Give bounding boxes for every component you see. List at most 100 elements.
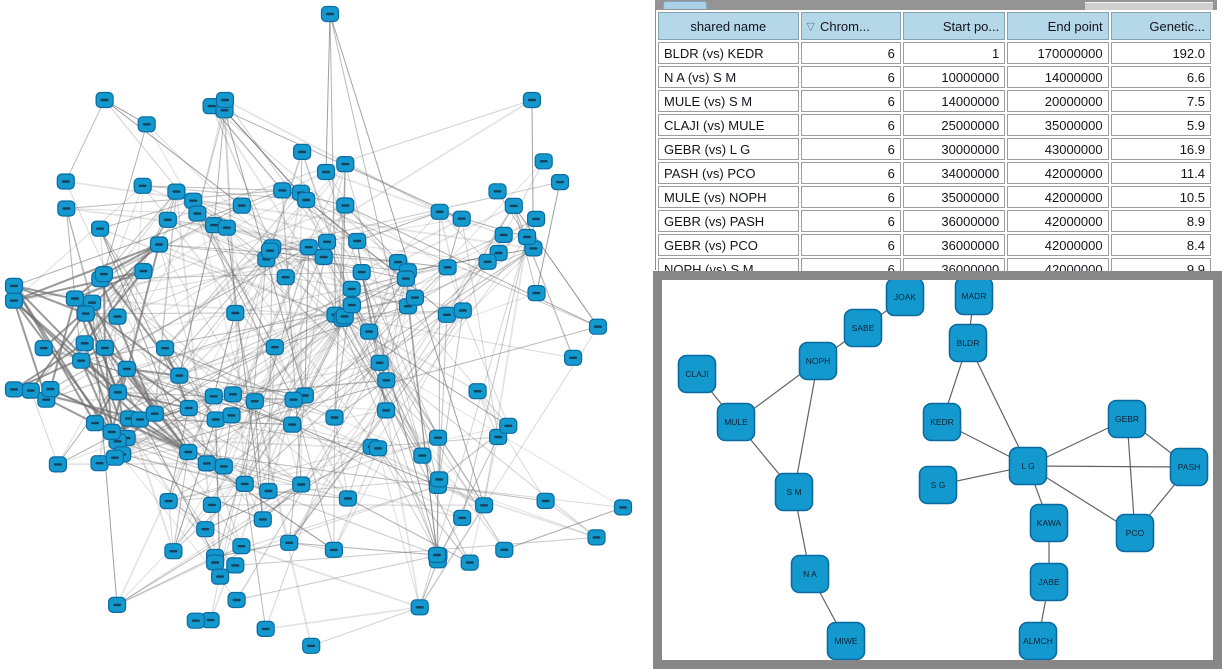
network-node[interactable] <box>342 280 361 297</box>
overview-network-panel[interactable] <box>0 0 652 669</box>
network-node[interactable] <box>4 381 24 398</box>
table-row[interactable]: MULE (vs) S M 6 14000000 20000000 7.5 <box>658 90 1211 112</box>
table-row[interactable]: BLDR (vs) KEDR 6 1 170000000 192.0 <box>658 42 1211 64</box>
network-node[interactable] <box>325 409 344 426</box>
table-cell-shared-name[interactable]: MULE (vs) NOPH <box>658 186 799 208</box>
network-node[interactable] <box>4 292 24 309</box>
table-cell-start-point[interactable]: 25000000 <box>902 114 1006 136</box>
network-edge[interactable] <box>967 342 1029 467</box>
network-node[interactable] <box>41 381 60 398</box>
network-node[interactable] <box>413 447 432 464</box>
network-node[interactable] <box>206 411 225 428</box>
network-node[interactable] <box>133 177 152 194</box>
network-node[interactable] <box>108 384 128 401</box>
network-node[interactable] <box>95 339 115 356</box>
network-node[interactable] <box>245 393 264 410</box>
subnetwork-panel[interactable]: JOAK SABE NOPH MADR BLDR CLAJI MULE KEDR GEBR L G… <box>653 271 1222 669</box>
network-node[interactable] <box>214 458 233 475</box>
table-cell-genetic[interactable]: 8.9 <box>1110 210 1211 232</box>
network-node[interactable]: L G <box>1008 446 1048 486</box>
network-node[interactable] <box>522 91 542 109</box>
table-cell-shared-name[interactable]: MULE (vs) S M <box>658 90 799 112</box>
network-node[interactable] <box>550 174 570 191</box>
table-cell-end-point[interactable]: 20000000 <box>1007 90 1109 112</box>
node-shape[interactable] <box>954 280 994 316</box>
network-node[interactable] <box>197 455 216 472</box>
network-node[interactable] <box>159 493 178 510</box>
network-node[interactable] <box>302 637 321 654</box>
network-node[interactable] <box>108 308 127 325</box>
network-node[interactable] <box>324 541 343 559</box>
column-header-shared-name[interactable]: shared name <box>658 12 799 40</box>
network-node[interactable]: N A <box>790 554 830 594</box>
node-shape[interactable] <box>1115 513 1155 553</box>
network-node[interactable] <box>105 449 124 466</box>
node-shape[interactable] <box>677 354 717 394</box>
network-node[interactable] <box>235 475 254 492</box>
table-cell-start-point[interactable]: 36000000 <box>902 234 1006 256</box>
network-node[interactable] <box>478 253 497 270</box>
network-node[interactable]: KAWA <box>1029 503 1069 543</box>
table-cell-chromosome[interactable]: 6 <box>800 114 901 136</box>
network-node[interactable] <box>211 568 230 585</box>
network-node[interactable] <box>137 116 156 133</box>
network-node[interactable] <box>149 236 169 253</box>
network-node[interactable] <box>107 596 127 614</box>
node-shape[interactable] <box>1107 399 1147 439</box>
network-node[interactable] <box>130 411 149 428</box>
network-node[interactable] <box>156 340 175 357</box>
network-node[interactable] <box>222 407 241 424</box>
network-node[interactable]: PASH <box>1169 447 1209 487</box>
network-node[interactable] <box>145 405 164 422</box>
table-cell-end-point[interactable]: 43000000 <box>1007 138 1109 160</box>
network-node[interactable] <box>276 269 295 286</box>
network-node[interactable] <box>320 5 340 23</box>
network-node[interactable] <box>57 200 76 217</box>
node-shape[interactable] <box>1169 447 1209 487</box>
network-node[interactable] <box>34 340 53 357</box>
network-node[interactable] <box>232 538 251 555</box>
network-node[interactable] <box>196 521 215 538</box>
network-node[interactable] <box>342 297 361 314</box>
table-cell-chromosome[interactable]: 6 <box>800 90 901 112</box>
node-shape[interactable] <box>843 308 883 348</box>
table-cell-start-point[interactable]: 14000000 <box>902 90 1006 112</box>
network-node[interactable]: MADR <box>954 280 994 316</box>
network-node[interactable] <box>536 492 555 509</box>
network-node[interactable] <box>21 382 40 399</box>
network-node[interactable] <box>179 443 198 461</box>
table-row[interactable]: N A (vs) S M 6 10000000 14000000 6.6 <box>658 66 1211 88</box>
table-cell-genetic[interactable]: 16.9 <box>1110 138 1211 160</box>
table-cell-start-point[interactable]: 30000000 <box>902 138 1006 160</box>
node-shape[interactable] <box>922 402 962 442</box>
table-row[interactable]: GEBR (vs) PASH 6 36000000 42000000 8.9 <box>658 210 1211 232</box>
network-node[interactable] <box>261 242 280 259</box>
network-node[interactable] <box>90 455 109 472</box>
overview-network-canvas[interactable] <box>0 0 652 669</box>
network-node[interactable] <box>48 456 68 473</box>
table-cell-genetic[interactable]: 6.6 <box>1110 66 1211 88</box>
network-edge[interactable] <box>793 360 819 493</box>
network-node[interactable] <box>369 440 388 457</box>
network-node[interactable] <box>517 228 537 246</box>
network-node[interactable] <box>526 210 546 227</box>
network-node[interactable]: SABE <box>843 308 883 348</box>
column-header-genetic[interactable]: Genetic... <box>1110 12 1211 40</box>
network-node[interactable] <box>587 529 606 546</box>
network-node[interactable] <box>273 182 292 199</box>
network-node[interactable] <box>427 546 447 564</box>
table-tab[interactable] <box>663 1 707 9</box>
network-node[interactable] <box>90 220 110 237</box>
node-shape[interactable] <box>885 280 925 317</box>
network-node[interactable] <box>232 197 251 214</box>
network-node[interactable] <box>265 339 284 356</box>
network-node[interactable]: CLAJI <box>677 354 717 394</box>
network-node[interactable] <box>495 541 514 558</box>
network-node[interactable] <box>95 91 114 109</box>
table-cell-shared-name[interactable]: N A (vs) S M <box>658 66 799 88</box>
node-shape[interactable] <box>1008 446 1048 486</box>
network-node[interactable] <box>188 205 207 222</box>
column-header-end-point[interactable]: End point <box>1007 12 1109 40</box>
table-cell-end-point[interactable]: 170000000 <box>1007 42 1109 64</box>
node-shape[interactable] <box>1029 503 1069 543</box>
